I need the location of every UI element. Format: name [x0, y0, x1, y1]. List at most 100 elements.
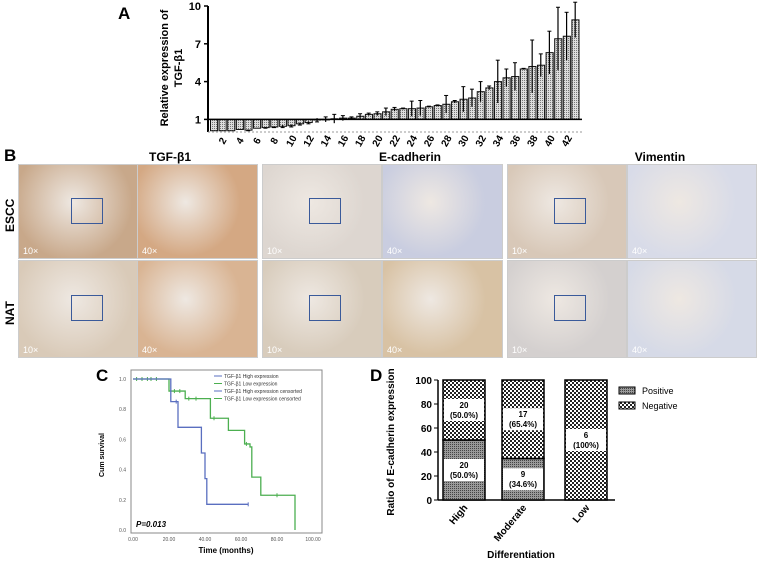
- x-tick-label: Low: [571, 503, 592, 526]
- header-vimentin: Vimentin: [634, 150, 686, 164]
- y-tick-label: 1: [195, 114, 201, 126]
- bar: [235, 118, 244, 130]
- data-label: 6: [584, 431, 589, 440]
- legend-label: TGF-β1 Low expression censorted: [224, 397, 301, 403]
- chart-c-survival: 0.0 0.2 0.4 0.6 0.8 1.0 0.00 20.00 40.00 60.00 80.…: [99, 369, 323, 555]
- data-label: 20: [460, 461, 469, 470]
- x-tick-label: 28: [440, 133, 455, 149]
- bar: [433, 105, 442, 120]
- x-tick-label: 8: [269, 136, 282, 147]
- magnification-label: 10×: [267, 246, 283, 256]
- panel-label-c: C: [96, 366, 109, 385]
- x-axis-label: Time (months): [199, 546, 254, 555]
- y-axis-label: Ratio of E-cadherin expression: [386, 368, 397, 515]
- micrograph-escc-tgf-10x: 10×: [18, 164, 155, 259]
- plot-frame: [130, 369, 323, 534]
- legend-label: Positive: [642, 386, 674, 396]
- y-tick-label: 0.8: [119, 407, 126, 413]
- data-label-box: [444, 399, 484, 421]
- y-tick-label: 1.0: [119, 377, 126, 383]
- x-tick-label: 2: [217, 136, 230, 147]
- zoom-region-box: [71, 198, 104, 225]
- bar: [227, 118, 236, 132]
- magnification-label: 40×: [387, 246, 403, 256]
- x-tick-label: 60.00: [235, 537, 248, 543]
- magnification-label: 10×: [267, 345, 283, 355]
- zoom-region-box: [553, 295, 586, 322]
- x-tick-label: 40.00: [199, 537, 212, 543]
- p-value: P=0.013: [136, 520, 167, 529]
- x-tick-label: 20: [371, 133, 386, 149]
- micrograph-escc-vim-10x: 10×: [507, 164, 627, 259]
- y-tick-label: 20: [421, 472, 433, 483]
- survival-curve: [133, 378, 296, 530]
- magnification-label: 10×: [512, 246, 528, 256]
- magnification-label: 10×: [512, 345, 528, 355]
- y-tick-label: 100: [415, 376, 432, 387]
- legend-label: TGF-β1 High expression censorted: [224, 389, 302, 395]
- data-label: (100%): [573, 441, 599, 450]
- x-tick-label: 18: [353, 133, 368, 149]
- x-tick-label: 40: [543, 133, 558, 149]
- y-tick-label: 60: [421, 424, 433, 435]
- y-tick-label: 40: [421, 448, 433, 459]
- magnification-label: 40×: [632, 345, 648, 355]
- micrograph-escc-ecad-10x: 10×: [262, 164, 382, 259]
- bar: [519, 68, 528, 120]
- legend-label: TGF-β1 Low expression: [224, 382, 278, 388]
- y-tick-label: 0.4: [119, 468, 126, 474]
- x-tick-label: 4: [234, 136, 247, 147]
- y-tick-label: 10: [189, 1, 201, 13]
- x-tick-label: 38: [526, 133, 541, 149]
- bar: [425, 106, 434, 120]
- x-tick-label: 100.00: [305, 537, 321, 543]
- x-tick-label: 14: [319, 133, 334, 149]
- zoom-region-box: [553, 198, 586, 225]
- x-tick-label: 26: [422, 133, 437, 149]
- legend-swatch: [618, 401, 636, 410]
- x-tick-label: Moderate: [492, 503, 529, 544]
- bar: [399, 108, 408, 120]
- data-label-box: [503, 468, 543, 491]
- panel-label-b: B: [4, 146, 17, 165]
- y-tick-label: 80: [421, 400, 433, 411]
- panel-label-a: A: [118, 4, 131, 23]
- x-tick-label: 10: [285, 133, 300, 149]
- zoom-region-box: [308, 295, 341, 322]
- x-tick-label: 6: [252, 136, 265, 147]
- x-tick-label: 20.00: [163, 537, 176, 543]
- micrograph-escc-tgf-40x: 40×: [137, 164, 258, 259]
- magnification-label: 40×: [387, 345, 403, 355]
- header-tgf: TGF-β1: [149, 150, 191, 164]
- x-tick-label: 22: [388, 133, 403, 149]
- zoom-region-box: [308, 198, 341, 225]
- legend-swatch: [618, 386, 636, 395]
- y-tick-label: 0.2: [119, 498, 126, 504]
- micrograph-escc-ecad-40x: 40×: [382, 164, 503, 259]
- panel-label-d: D: [370, 366, 383, 385]
- data-label: (34.6%): [509, 480, 537, 489]
- magnification-label: 10×: [23, 345, 39, 355]
- y-axis-label: Cum survival: [99, 433, 106, 477]
- y-tick-label: 0.6: [119, 437, 126, 443]
- micrograph-nat-tgf-10x: 10×: [18, 260, 155, 358]
- header-ecadherin: E-cadherin: [378, 150, 441, 164]
- y-tick-label: 0: [426, 496, 432, 507]
- micrograph-nat-tgf-40x: 40×: [137, 260, 258, 358]
- x-tick-label: 30: [457, 133, 472, 149]
- data-label: (65.4%): [509, 420, 537, 429]
- data-label: 20: [460, 401, 469, 410]
- x-tick-label: 0.00: [128, 537, 138, 543]
- survival-curve: [133, 378, 249, 505]
- x-tick-label: 12: [302, 133, 317, 149]
- micrograph-nat-vim-10x: 10×: [507, 260, 627, 358]
- bar: [261, 118, 270, 129]
- magnification-label: 40×: [142, 246, 158, 256]
- micrograph-nat-ecad-40x: 40×: [382, 260, 503, 358]
- x-tick-label: 34: [491, 133, 506, 149]
- bar: [253, 118, 262, 129]
- bar: [450, 101, 460, 120]
- row-label-nat: NAT: [3, 301, 17, 325]
